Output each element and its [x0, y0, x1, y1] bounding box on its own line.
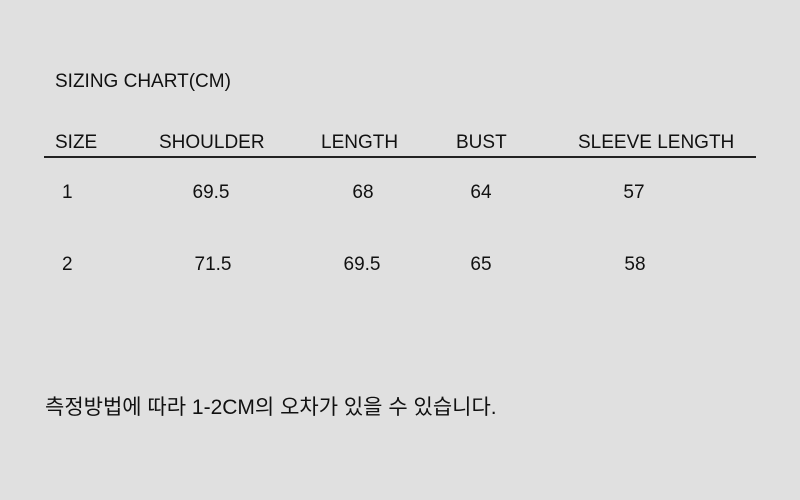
cell-length: 69.5	[343, 254, 381, 275]
header-size: SIZE	[55, 132, 98, 153]
chart-title: SIZING CHART(CM)	[55, 71, 231, 92]
cell-size: 2	[62, 254, 73, 275]
cell-length: 68	[352, 182, 374, 203]
header-divider	[44, 156, 756, 158]
cell-sleeve-length: 57	[623, 182, 645, 203]
header-sleeve-length: SLEEVE LENGTH	[578, 132, 735, 153]
header-length: LENGTH	[321, 132, 399, 153]
cell-shoulder: 69.5	[192, 182, 230, 203]
measurement-note: 측정방법에 따라 1-2CM의 오차가 있을 수 있습니다.	[45, 396, 497, 419]
cell-bust: 65	[470, 254, 492, 275]
cell-sleeve-length: 58	[624, 254, 646, 275]
cell-shoulder: 71.5	[194, 254, 232, 275]
cell-size: 1	[62, 182, 73, 203]
cell-bust: 64	[470, 182, 492, 203]
header-shoulder: SHOULDER	[159, 132, 265, 153]
header-bust: BUST	[456, 132, 507, 153]
